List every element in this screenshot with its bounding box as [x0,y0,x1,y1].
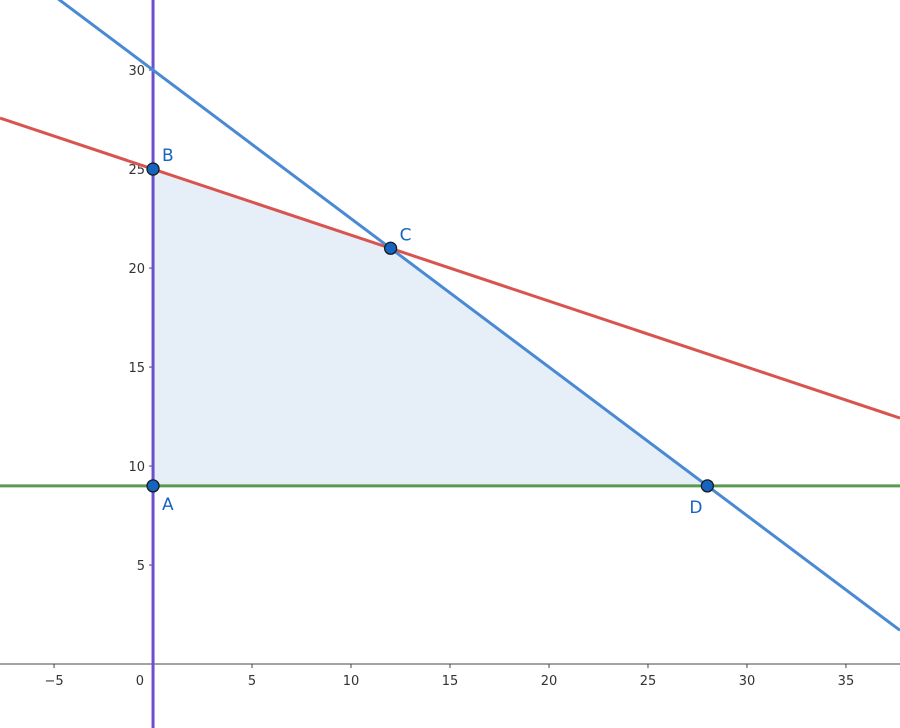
point-label-a: A [162,495,174,515]
y-tick-label: 25 [128,163,145,178]
y-tick-label: 20 [128,262,145,277]
point-label-c: C [400,225,412,245]
x-tick-label: 5 [248,674,256,689]
point-b [146,162,160,176]
feasible-region [153,169,708,486]
x-tick-label: 20 [541,674,558,689]
origin-label: 0 [136,674,144,689]
y-tick-label: 30 [128,64,145,79]
x-tick-label: 30 [739,674,756,689]
x-tick-label: 35 [838,674,855,689]
point-a [146,479,160,493]
point-c [383,241,398,255]
y-tick-label: 10 [128,460,145,475]
x-tick-label: 25 [640,674,657,689]
y-tick-label: 5 [137,559,145,574]
point-label-d: D [689,498,702,518]
x-tick-label: 10 [343,674,360,689]
y-tick-label: 15 [128,361,145,376]
x-tick-label: 15 [442,674,459,689]
point-d [700,479,715,493]
x-tick-label: −5 [44,674,63,689]
point-label-b: B [162,146,174,166]
constraint-line-4 [57,0,900,632]
